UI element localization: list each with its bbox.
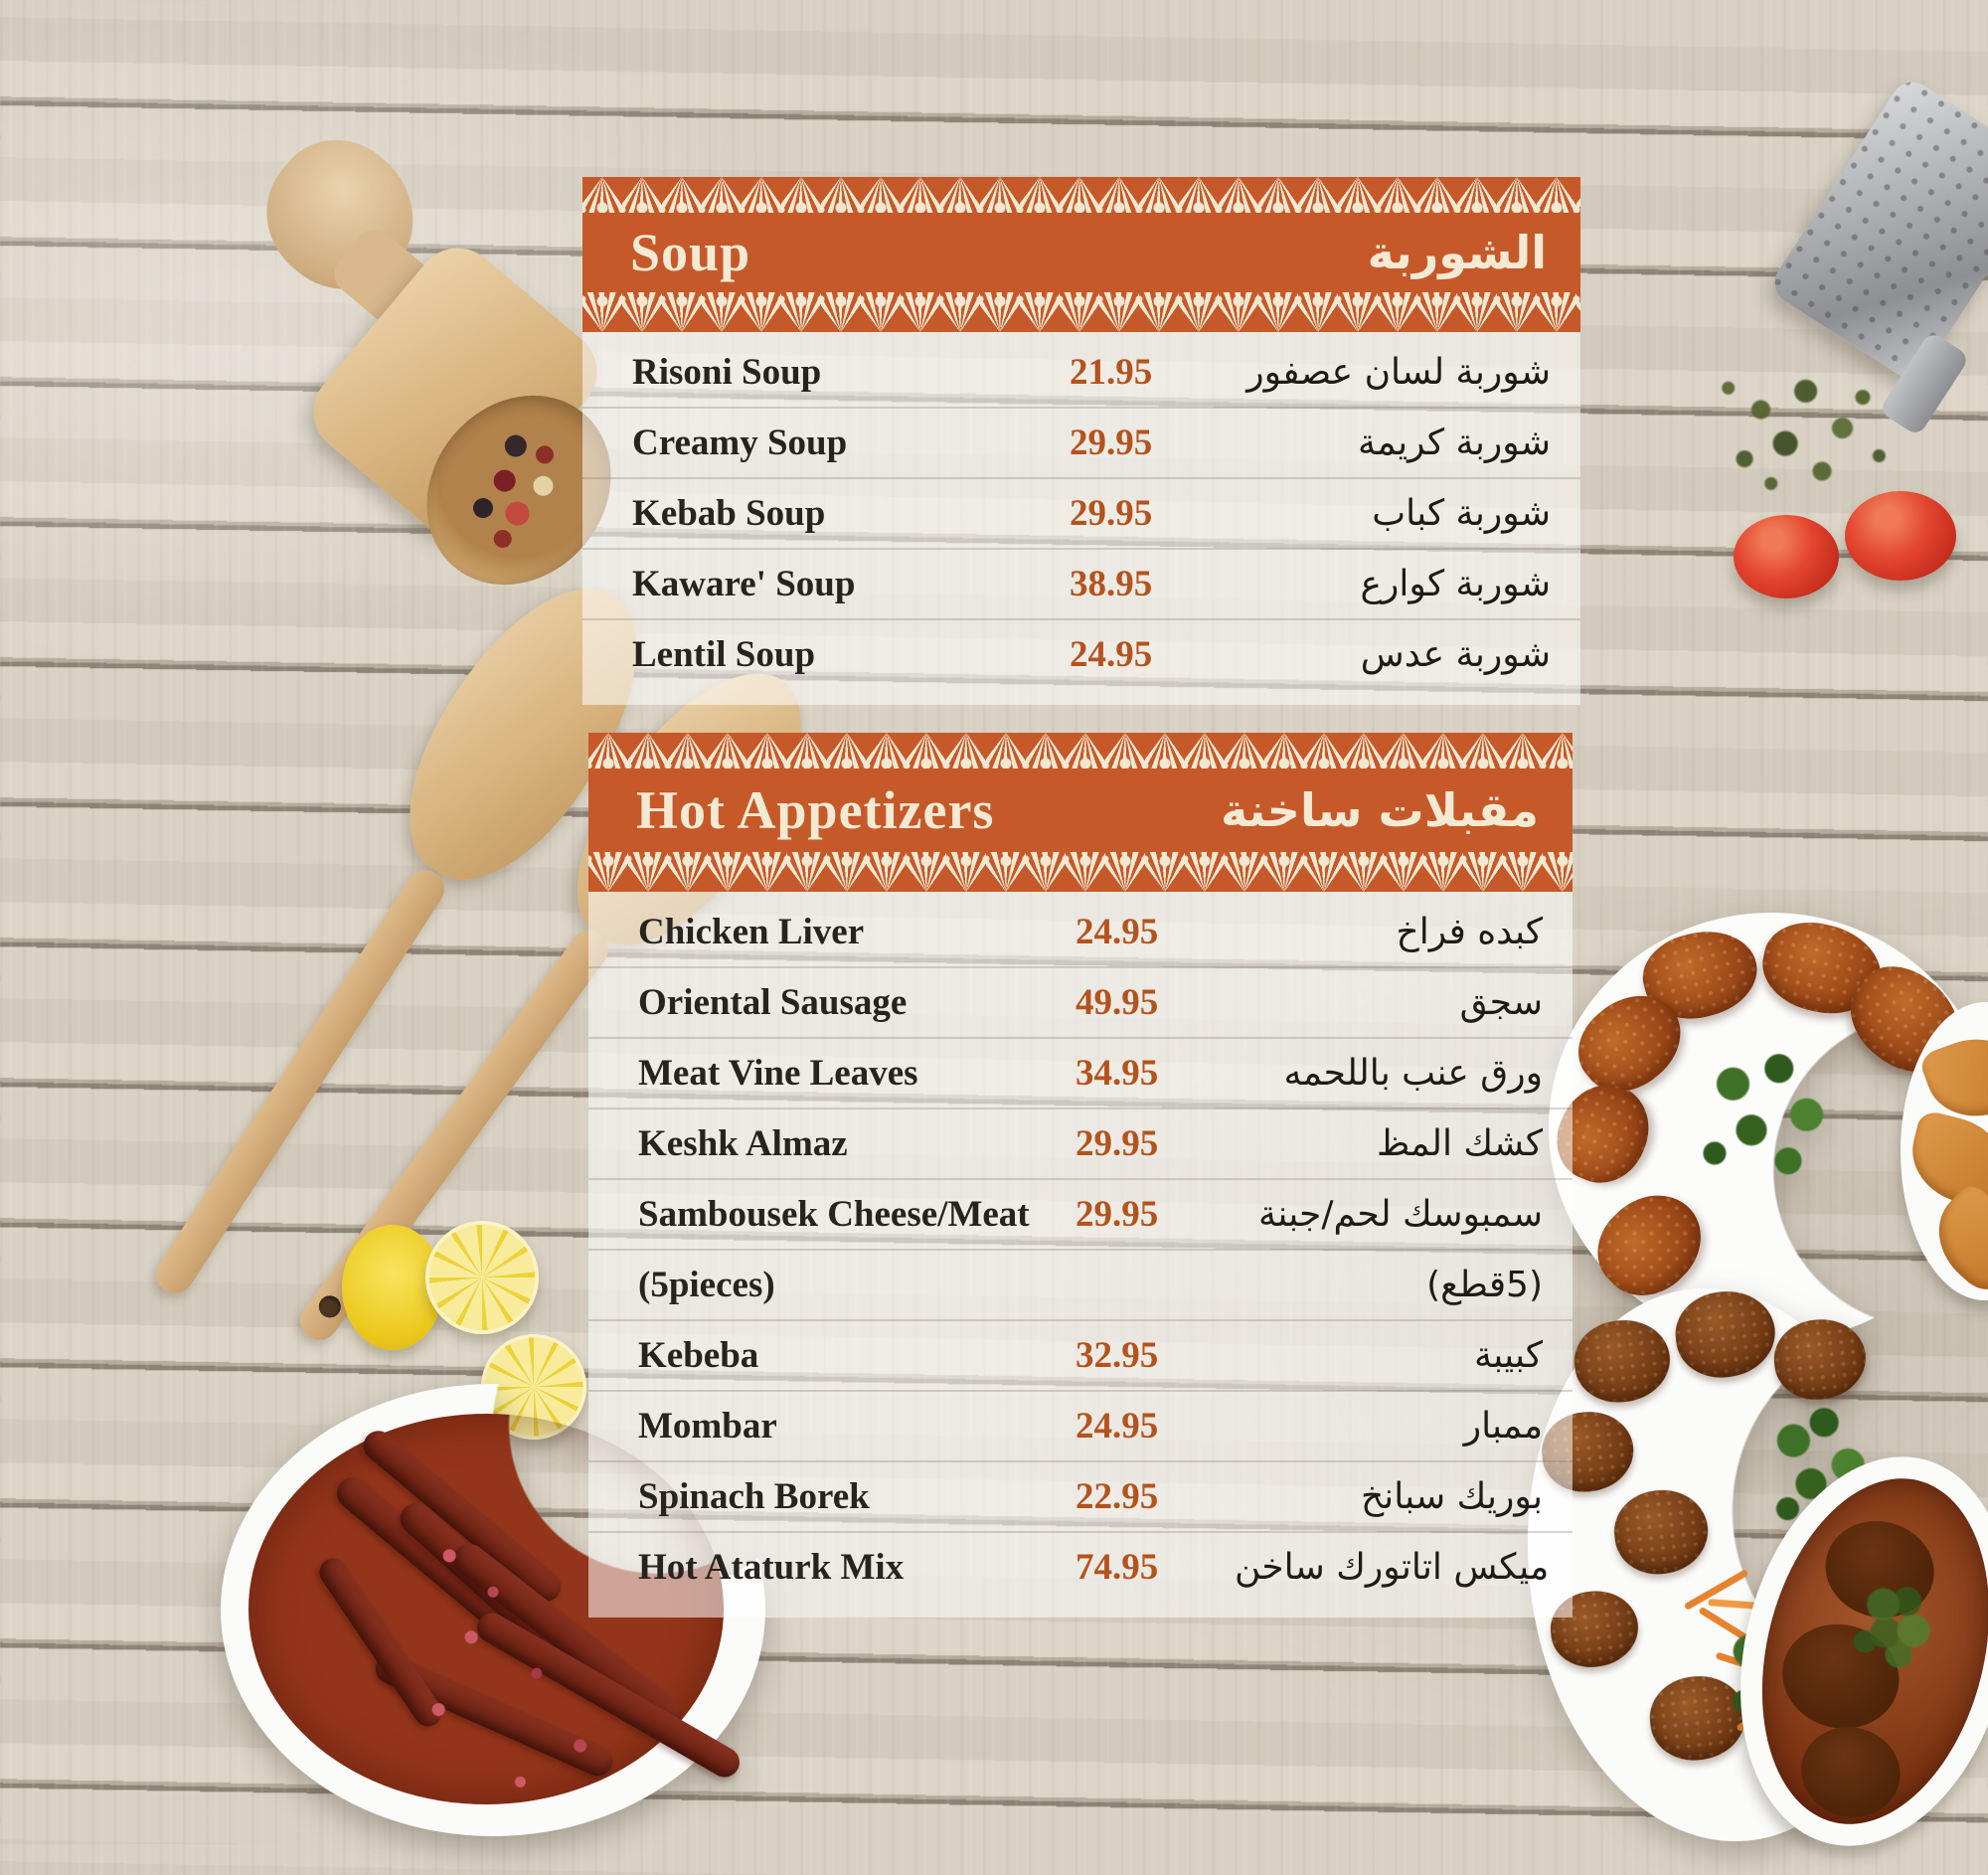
menu-item-price: 24.95 xyxy=(1070,634,1153,675)
metal-grater xyxy=(1766,74,1988,386)
soup-section-panel: Soup الشوربة Risoni Soup 21.95 شوربة لسا… xyxy=(582,177,1580,705)
menu-item-row: Mombar 24.95 ممبار xyxy=(588,1390,1573,1460)
menu-item-name: Spinach Borek xyxy=(638,1476,870,1517)
red-peppercorn xyxy=(489,465,521,497)
menu-item-row: Kaware' Soup 38.95 شوربة كوارع xyxy=(582,548,1580,618)
menu-item-price: 74.95 xyxy=(1076,1547,1159,1588)
menu-item-price: 32.95 xyxy=(1076,1335,1159,1376)
white-peppercorn xyxy=(529,471,558,500)
menu-item-name: Kebeba xyxy=(638,1335,759,1376)
dried-herbs xyxy=(1700,348,1904,502)
black-peppercorn xyxy=(468,493,498,523)
menu-item-name: Kaware' Soup xyxy=(632,564,856,604)
menu-item-price: 29.95 xyxy=(1076,1123,1159,1164)
menu-item-price: 21.95 xyxy=(1070,352,1153,393)
menu-item-row: Oriental Sausage 49.95 سجق xyxy=(588,966,1573,1037)
black-peppercorn xyxy=(500,430,532,462)
menu-item-row: Creamy Soup 29.95 شوربة كريمة xyxy=(582,407,1580,477)
menu-item-name: Mombar xyxy=(638,1406,777,1447)
menu-item-price: 22.95 xyxy=(1076,1476,1159,1517)
menu-item-price: 29.95 xyxy=(1070,423,1153,463)
menu-item-name-arabic: شوربة كريمة xyxy=(1357,423,1551,463)
ornamental-lace-border xyxy=(588,733,1573,768)
hot-appetizers-header-band: Hot Appetizers مقبلات ساخنة xyxy=(588,768,1573,852)
menu-item-row: Sambousek Cheese/Meat 29.95 سمبوسك لحم/ج… xyxy=(588,1178,1573,1249)
menu-item-row: Hot Ataturk Mix 74.95 ميكس اتاتورك ساخن xyxy=(588,1531,1573,1602)
menu-item-name: Risoni Soup xyxy=(632,352,822,393)
menu-item-name-arabic: بوريك سبانخ xyxy=(1360,1476,1543,1517)
spatula-hole xyxy=(314,1290,346,1322)
menu-item-price: 38.95 xyxy=(1070,564,1153,604)
menu-item-name: Sambousek Cheese/Meat xyxy=(638,1194,1030,1235)
parsley-garnish xyxy=(1678,1030,1862,1184)
menu-item-name-arabic: ورق عنب باللحمه xyxy=(1283,1053,1543,1094)
tomato xyxy=(1845,491,1956,581)
menu-item-name-arabic: سجق xyxy=(1459,982,1543,1023)
menu-item-name-arabic: شوربة كباب xyxy=(1372,493,1551,534)
menu-item-row: Meat Vine Leaves 34.95 ورق عنب باللحمه xyxy=(588,1037,1573,1108)
menu-item-name-arabic: سمبوسك لحم/جبنة xyxy=(1258,1194,1543,1235)
menu-item-price: 29.95 xyxy=(1070,493,1153,534)
menu-item-name-arabic: كبيبة xyxy=(1473,1335,1543,1376)
menu-item-name-arabic: (5قطع) xyxy=(1426,1265,1543,1305)
soup-header-band: Soup الشوربة xyxy=(582,213,1580,292)
menu-item-row: Keshk Almaz 29.95 كشك المظ xyxy=(588,1108,1573,1178)
menu-item-name: Hot Ataturk Mix xyxy=(638,1547,905,1588)
menu-item-name-arabic: شوربة عدس xyxy=(1360,634,1551,675)
menu-item-name-arabic: شوربة كوارع xyxy=(1360,564,1551,604)
ornamental-lace-border xyxy=(582,177,1580,213)
menu-item-price: 49.95 xyxy=(1076,982,1159,1023)
menu-item-row: Kebeba 32.95 كبيبة xyxy=(588,1319,1573,1390)
menu-item-name: Lentil Soup xyxy=(632,634,816,675)
menu-item-name: Kebab Soup xyxy=(632,493,826,534)
hot-appetizers-title-english: Hot Appetizers xyxy=(636,780,995,840)
menu-item-row: Lentil Soup 24.95 شوربة عدس xyxy=(582,618,1580,689)
menu-item-price: 29.95 xyxy=(1076,1194,1159,1235)
menu-item-name-arabic: كشك المظ xyxy=(1377,1123,1543,1164)
ornamental-lace-border xyxy=(582,292,1580,332)
menu-item-row: Chicken Liver 24.95 كبده فراخ xyxy=(588,898,1573,966)
menu-item-price: 24.95 xyxy=(1076,1406,1159,1447)
samosa-plate xyxy=(1901,1002,1988,1300)
hot-appetizers-items-list: Chicken Liver 24.95 كبده فراخ Oriental S… xyxy=(588,892,1573,1618)
menu-item-row: (5pieces) (5قطع) xyxy=(588,1249,1573,1319)
pink-peppercorn xyxy=(500,496,535,531)
lemon-slice xyxy=(425,1221,539,1334)
menu-item-row: Risoni Soup 21.95 شوربة لسان عصفور xyxy=(582,338,1580,407)
menu-item-name-arabic: ممبار xyxy=(1463,1406,1543,1447)
menu-item-name: Creamy Soup xyxy=(632,423,848,463)
menu-item-name: Chicken Liver xyxy=(638,912,865,952)
tomato xyxy=(1734,515,1839,598)
soup-items-list: Risoni Soup 21.95 شوربة لسان عصفور Cream… xyxy=(582,332,1580,705)
ornamental-lace-border xyxy=(588,852,1573,892)
soup-title-english: Soup xyxy=(630,223,751,282)
menu-item-name: Oriental Sausage xyxy=(638,982,908,1023)
red-peppercorn xyxy=(532,441,558,468)
hot-appetizers-section-panel: Hot Appetizers مقبلات ساخنة Chicken Live… xyxy=(588,733,1573,1618)
menu-item-name-arabic: كبده فراخ xyxy=(1396,912,1543,952)
menu-item-row: Spinach Borek 22.95 بوريك سبانخ xyxy=(588,1460,1573,1531)
menu-item-price: 34.95 xyxy=(1076,1053,1159,1094)
menu-item-name-arabic: شوربة لسان عصفور xyxy=(1246,352,1551,393)
menu-item-name-arabic: ميكس اتاتورك ساخن xyxy=(1235,1547,1550,1588)
soup-title-arabic: الشوربة xyxy=(1367,226,1547,279)
menu-item-name: (5pieces) xyxy=(638,1265,775,1305)
hot-appetizers-title-arabic: مقبلات ساخنة xyxy=(1221,783,1539,837)
menu-item-name: Meat Vine Leaves xyxy=(638,1053,918,1094)
menu-item-price: 24.95 xyxy=(1076,912,1159,952)
red-peppercorn xyxy=(490,526,516,552)
menu-item-row: Kebab Soup 29.95 شوربة كباب xyxy=(582,477,1580,548)
menu-item-name: Keshk Almaz xyxy=(638,1123,848,1164)
